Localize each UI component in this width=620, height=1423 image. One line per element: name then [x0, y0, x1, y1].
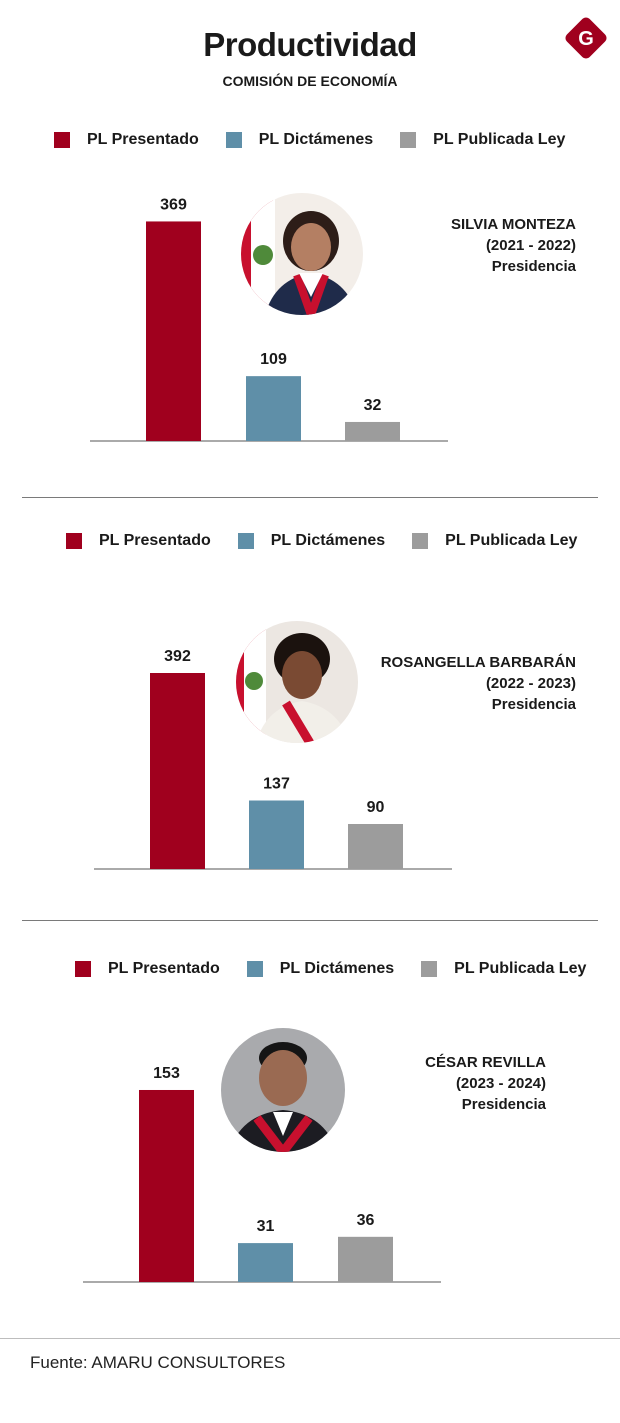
bar-presentado	[150, 673, 205, 869]
bar-value-label: 153	[153, 1065, 180, 1082]
legend-item-dictamenes: PL Dictámenes	[246, 960, 395, 978]
brand-logo-letter: G	[578, 28, 594, 50]
legend-item-presentado: PL Presentado	[66, 532, 211, 550]
president-name: SILVIA MONTEZA	[451, 216, 576, 233]
bar-chart: 369 109 32	[90, 196, 448, 442]
legend-item-publicada: PL Publicada Ley	[400, 131, 565, 149]
legend: PL Presentado PL Dictámenes PL Publicada…	[75, 960, 613, 978]
brand-logo: G	[565, 17, 607, 59]
legend-label: PL Publicada Ley	[433, 131, 566, 148]
president-info: SILVIA MONTEZA (2021 - 2022) Presidencia	[451, 214, 576, 277]
legend-swatch	[237, 533, 254, 549]
president-name: CÉSAR REVILLA	[425, 1054, 546, 1071]
bar-presentado	[146, 221, 201, 441]
president-role: Presidencia	[491, 696, 576, 713]
president-role: Presidencia	[491, 258, 576, 275]
legend-swatch	[412, 533, 429, 549]
portrait-photo	[241, 193, 363, 315]
legend-label: PL Publicada Ley	[454, 960, 587, 977]
bar-publicada-ley	[348, 824, 403, 869]
legend-label: PL Presentado	[99, 532, 211, 549]
legend-label: PL Dictámenes	[258, 131, 374, 148]
infographic-subtitle: COMISIÓN DE ECONOMÍA	[222, 73, 398, 89]
portrait-photo	[221, 1028, 345, 1152]
legend-swatch	[66, 533, 82, 549]
bar-publicada-ley	[345, 421, 400, 441]
bar-value-label: 90	[367, 799, 385, 816]
legend: PL Presentado PL Dictámenes PL Publicada…	[54, 131, 592, 149]
bar-chart: 153 31 36	[83, 1065, 441, 1283]
source-note: Fuente: AMARU CONSULTORES	[30, 1353, 286, 1372]
legend-swatch	[225, 132, 242, 148]
legend-swatch	[246, 961, 263, 977]
legend-swatch	[421, 961, 438, 977]
bar-value-label: 31	[257, 1218, 275, 1235]
bar-dictamenes	[246, 376, 301, 441]
legend-label: PL Publicada Ley	[445, 532, 578, 549]
panel-rosangella-barbaran: PL Presentado PL Dictámenes PL Publicada…	[66, 532, 604, 870]
president-period: (2021 - 2022)	[485, 237, 576, 254]
bar-presentado	[139, 1089, 194, 1282]
legend-item-dictamenes: PL Dictámenes	[225, 131, 374, 149]
president-role: Presidencia	[461, 1096, 546, 1113]
legend-swatch	[400, 132, 417, 148]
bar-value-label: 392	[164, 648, 191, 665]
section-divider	[22, 497, 598, 498]
president-info: ROSANGELLA BARBARÁN (2022 - 2023) Presid…	[381, 652, 576, 715]
legend: PL Presentado PL Dictámenes PL Publicada…	[66, 532, 604, 550]
president-name: ROSANGELLA BARBARÁN	[380, 654, 576, 671]
legend-item-presentado: PL Presentado	[75, 960, 220, 978]
bar-publicada-ley	[338, 1236, 393, 1282]
portrait-photo	[236, 621, 358, 743]
infographic-title: Productividad	[203, 26, 417, 63]
legend-item-dictamenes: PL Dictámenes	[237, 532, 386, 550]
legend-label: PL Dictámenes	[270, 532, 386, 549]
bar-dictamenes	[238, 1243, 293, 1282]
legend-item-publicada: PL Publicada Ley	[421, 960, 586, 978]
legend-item-presentado: PL Presentado	[54, 131, 199, 149]
bar-value-label: 32	[364, 397, 382, 414]
panel-silvia-monteza: PL Presentado PL Dictámenes PL Publicada…	[0, 0, 620, 500]
bar-value-label: 109	[260, 351, 287, 368]
president-info: CÉSAR REVILLA (2023 - 2024) Presidencia	[425, 1052, 546, 1115]
footer-divider	[0, 1338, 620, 1339]
president-period: (2022 - 2023)	[485, 675, 576, 692]
panel-cesar-revilla: PL Presentado PL Dictámenes PL Publicada…	[75, 960, 613, 1283]
bar-dictamenes	[249, 800, 304, 869]
bar-value-label: 369	[160, 196, 187, 213]
bar-chart: 392 137 90	[94, 648, 452, 870]
legend-swatch	[54, 132, 70, 148]
president-period: (2023 - 2024)	[455, 1075, 546, 1092]
bar-value-label: 36	[357, 1212, 375, 1229]
legend-swatch	[75, 961, 91, 977]
legend-label: PL Dictámenes	[279, 960, 395, 977]
legend-item-publicada: PL Publicada Ley	[412, 532, 577, 550]
legend-label: PL Presentado	[87, 131, 199, 148]
legend-label: PL Presentado	[108, 960, 220, 977]
bar-value-label: 137	[263, 776, 290, 793]
section-divider	[22, 920, 598, 921]
